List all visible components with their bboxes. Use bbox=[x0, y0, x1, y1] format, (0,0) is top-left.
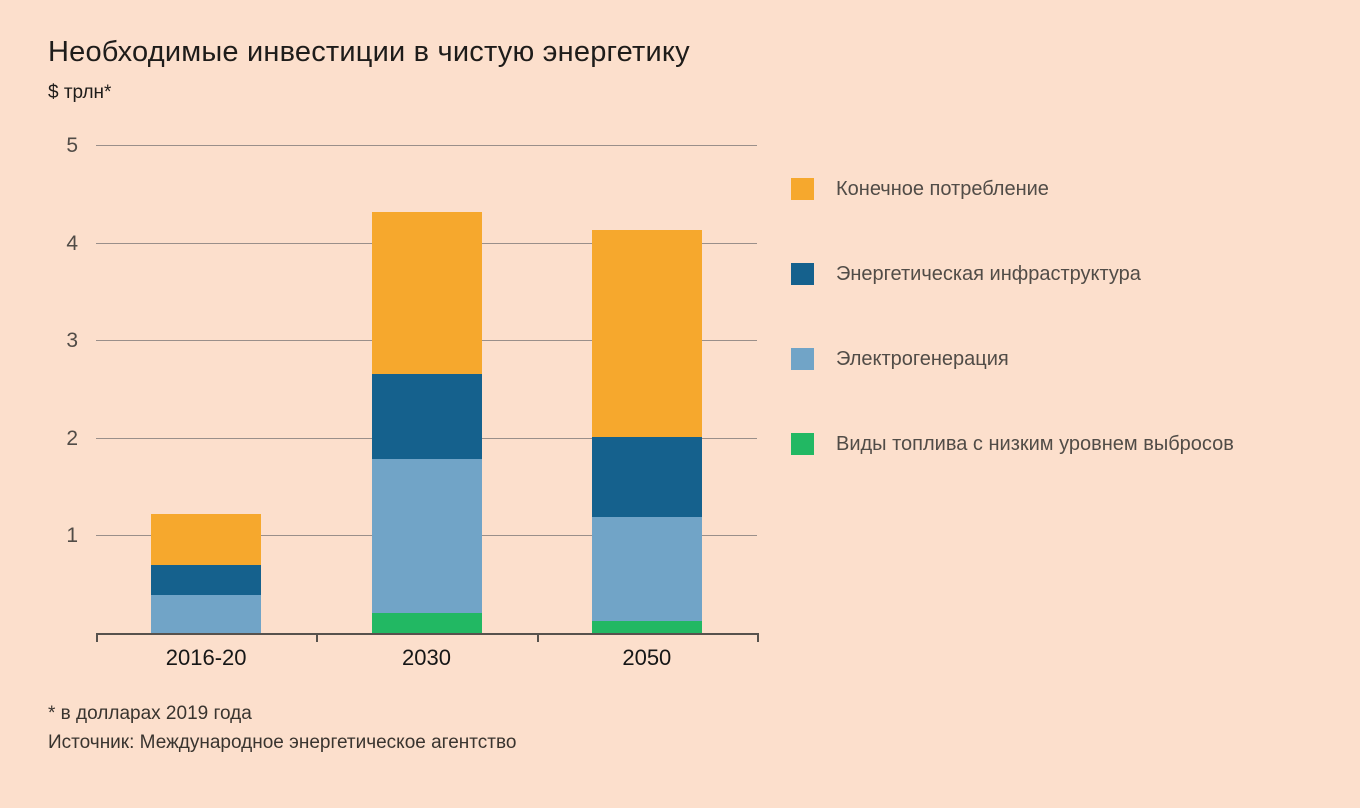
chart-unit-label: $ трлн* bbox=[48, 82, 112, 103]
x-axis-tick bbox=[757, 633, 759, 642]
legend-label: Электрогенерация bbox=[836, 347, 1009, 370]
footnote-currency-note: * в долларах 2019 года bbox=[48, 703, 252, 724]
legend-label: Виды топлива с низким уровнем выбросов bbox=[836, 432, 1234, 455]
x-axis-category-label: 2050 bbox=[622, 645, 672, 670]
bar-segment bbox=[151, 594, 262, 633]
legend-swatch-icon bbox=[791, 178, 814, 200]
legend-item: Энергетическая инфраструктура bbox=[791, 262, 1331, 286]
gridline-y5 bbox=[96, 145, 757, 146]
x-axis-tick bbox=[536, 633, 539, 642]
legend-swatch-icon bbox=[791, 433, 814, 455]
x-axis-category-label: 2030 bbox=[402, 645, 451, 670]
legend-item: Электрогенерация bbox=[791, 347, 1331, 371]
bar-segment bbox=[371, 212, 482, 375]
y-axis-tick-label: 4 bbox=[66, 231, 78, 255]
legend-item: Виды топлива с низким уровнем выбросов bbox=[791, 432, 1331, 456]
footnotes: * в долларах 2019 года Источник: Междуна… bbox=[48, 699, 516, 757]
bar-segment bbox=[371, 459, 482, 614]
bar-segment bbox=[371, 613, 482, 633]
x-axis-category-label: 2016-20 bbox=[165, 645, 247, 670]
footnote-source: Источник: Международное энергетическое а… bbox=[48, 732, 517, 753]
bar-segment bbox=[591, 516, 702, 622]
legend-label: Энергетическая инфраструктура bbox=[836, 262, 1141, 285]
legend-swatch-icon bbox=[791, 263, 814, 285]
x-axis-line bbox=[96, 633, 759, 635]
y-axis-tick-label: 2 bbox=[66, 426, 78, 450]
x-axis-tick bbox=[96, 633, 98, 642]
x-axis-tick bbox=[316, 633, 319, 642]
legend: Конечное потребление Энергетическая инфра… bbox=[791, 177, 1331, 517]
bar-segment bbox=[591, 436, 702, 517]
bar-segment bbox=[591, 621, 702, 633]
bar-segment bbox=[371, 374, 482, 460]
y-axis-tick-label: 3 bbox=[66, 329, 78, 353]
chart-title: Необходимые инвестиции в чистую энергети… bbox=[48, 36, 690, 68]
legend-label: Конечное потребление bbox=[836, 177, 1049, 200]
bar-segment bbox=[151, 513, 262, 565]
y-axis-tick-label: 5 bbox=[66, 134, 78, 157]
bar-segment bbox=[591, 229, 702, 437]
bar-segment bbox=[151, 564, 262, 595]
legend-item: Конечное потребление bbox=[791, 177, 1331, 201]
legend-swatch-icon bbox=[791, 348, 814, 370]
y-axis-tick-label: 1 bbox=[66, 524, 78, 548]
